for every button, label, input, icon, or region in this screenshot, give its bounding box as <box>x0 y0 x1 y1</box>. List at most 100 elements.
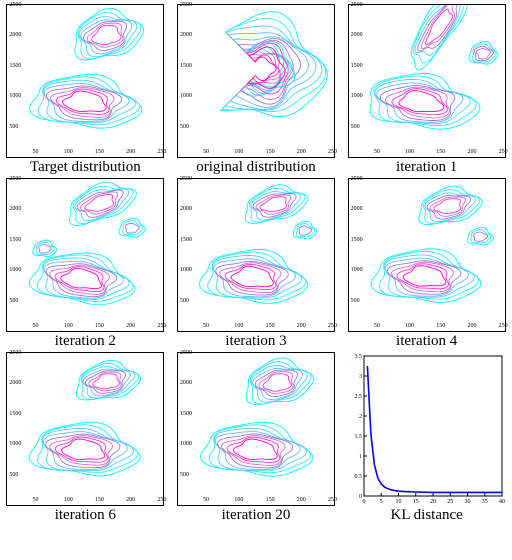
x-tick-label: 250 <box>157 149 166 155</box>
y-tick-label: 1000 <box>180 267 192 273</box>
y-tick-label: 1000 <box>9 93 21 99</box>
svg-text:40: 40 <box>499 499 505 505</box>
svg-text:5: 5 <box>379 499 382 505</box>
svg-text:25: 25 <box>447 499 453 505</box>
x-tick-label: 200 <box>126 323 135 329</box>
x-tick-label: 50 <box>33 149 39 155</box>
x-tick-label: 150 <box>95 149 104 155</box>
y-tick-label: 1500 <box>180 411 192 417</box>
x-tick-label: 150 <box>95 497 104 503</box>
y-tick-label: 500 <box>180 298 189 304</box>
x-tick-label: 250 <box>499 323 508 329</box>
x-tick-label: 250 <box>328 497 337 503</box>
x-tick-label: 50 <box>374 323 380 329</box>
y-tick-label: 2000 <box>9 380 21 386</box>
x-tick-label: 50 <box>33 323 39 329</box>
contour-plot: 501001502002505001000150020002500 <box>348 4 506 158</box>
contour-plot: 501001502002505001000150020002500 <box>348 178 506 332</box>
y-tick-label: 2500 <box>9 350 21 356</box>
y-tick-label: 1000 <box>9 441 21 447</box>
x-tick-label: 150 <box>266 149 275 155</box>
x-tick-label: 200 <box>467 149 476 155</box>
y-tick-label: 500 <box>9 472 18 478</box>
panel-caption: iteration 3 <box>225 333 286 350</box>
x-tick-label: 50 <box>33 497 39 503</box>
panel-cell: 501001502002505001000150020002500iterati… <box>345 4 508 176</box>
y-tick-label: 2500 <box>9 2 21 8</box>
x-tick-label: 50 <box>203 149 209 155</box>
x-tick-label: 150 <box>436 323 445 329</box>
y-tick-label: 500 <box>351 298 360 304</box>
svg-text:1: 1 <box>359 454 362 460</box>
x-tick-label: 50 <box>374 149 380 155</box>
panel-caption: original distribution <box>196 159 316 176</box>
y-tick-label: 1500 <box>9 411 21 417</box>
y-tick-label: 2500 <box>9 176 21 182</box>
y-tick-label: 2500 <box>180 2 192 8</box>
panel-cell: 501001502002505001000150020002500iterati… <box>345 178 508 350</box>
x-tick-label: 200 <box>297 497 306 503</box>
panel-caption: iteration 1 <box>396 159 457 176</box>
y-tick-label: 1500 <box>351 237 363 243</box>
svg-text:3: 3 <box>359 374 362 380</box>
x-tick-label: 100 <box>234 149 243 155</box>
panel-caption: iteration 4 <box>396 333 457 350</box>
contour-plot: 501001502002505001000150020002500 <box>177 352 335 506</box>
x-tick-label: 200 <box>467 323 476 329</box>
svg-text:20: 20 <box>430 499 436 505</box>
y-tick-label: 1500 <box>9 237 21 243</box>
y-tick-label: 1500 <box>351 63 363 69</box>
x-tick-label: 200 <box>126 149 135 155</box>
panel-caption: iteration 20 <box>222 507 291 524</box>
panel-cell: 50 100 150 200 250 500 1000 1500 2000 2500 Target … <box>4 4 167 176</box>
x-tick-label: 100 <box>64 149 73 155</box>
x-tick-label: 150 <box>266 323 275 329</box>
x-tick-label: 100 <box>405 323 414 329</box>
x-tick-label: 150 <box>95 323 104 329</box>
panel-cell: 501001502002505001000150020002500origina… <box>175 4 338 176</box>
y-tick-label: 2500 <box>351 2 363 8</box>
y-tick-label: 2000 <box>180 380 192 386</box>
x-tick-label: 50 <box>203 497 209 503</box>
y-tick-label: 1000 <box>180 441 192 447</box>
svg-text:0: 0 <box>359 494 362 500</box>
x-tick-label: 100 <box>405 149 414 155</box>
x-tick-label: 250 <box>157 323 166 329</box>
x-tick-label: 150 <box>436 149 445 155</box>
svg-text:35: 35 <box>481 499 487 505</box>
panel-caption: iteration 6 <box>55 507 116 524</box>
panel-caption: Target distribution <box>30 159 141 176</box>
panel-cell: 501001502002505001000150020002500iterati… <box>4 178 167 350</box>
contour-plot: 501001502002505001000150020002500 <box>6 178 164 332</box>
svg-text:3.5: 3.5 <box>354 354 362 360</box>
x-tick-label: 100 <box>234 497 243 503</box>
svg-text:1.5: 1.5 <box>354 434 362 440</box>
panel-cell: 051015202530354000.511.522.533.5KL dista… <box>345 352 508 524</box>
y-tick-label: 1000 <box>180 93 192 99</box>
x-tick-label: 250 <box>499 149 508 155</box>
svg-text:0.5: 0.5 <box>354 474 362 480</box>
contour-plot: 501001502002505001000150020002500 <box>177 4 335 158</box>
y-tick-label: 2000 <box>351 206 363 212</box>
panel-cell: 501001502002505001000150020002500iterati… <box>175 178 338 350</box>
contour-plot: 501001502002505001000150020002500 <box>6 352 164 506</box>
y-tick-label: 500 <box>9 124 18 130</box>
y-tick-label: 2000 <box>9 206 21 212</box>
svg-text:0: 0 <box>362 499 365 505</box>
kl-line-chart: 051015202530354000.511.522.533.5 <box>348 352 506 506</box>
y-tick-label: 500 <box>351 124 360 130</box>
y-tick-label: 500 <box>9 298 18 304</box>
y-tick-label: 2000 <box>351 32 363 38</box>
svg-text:30: 30 <box>464 499 470 505</box>
y-tick-label: 2500 <box>180 176 192 182</box>
y-tick-label: 2000 <box>9 32 21 38</box>
panel-caption: KL distance <box>390 507 462 524</box>
x-tick-label: 100 <box>234 323 243 329</box>
y-tick-label: 2500 <box>351 176 363 182</box>
y-tick-label: 2000 <box>180 206 192 212</box>
svg-text:10: 10 <box>395 499 401 505</box>
y-tick-label: 1500 <box>9 63 21 69</box>
panel-cell: 501001502002505001000150020002500iterati… <box>4 352 167 524</box>
y-tick-label: 500 <box>180 124 189 130</box>
svg-text:2: 2 <box>359 414 362 420</box>
